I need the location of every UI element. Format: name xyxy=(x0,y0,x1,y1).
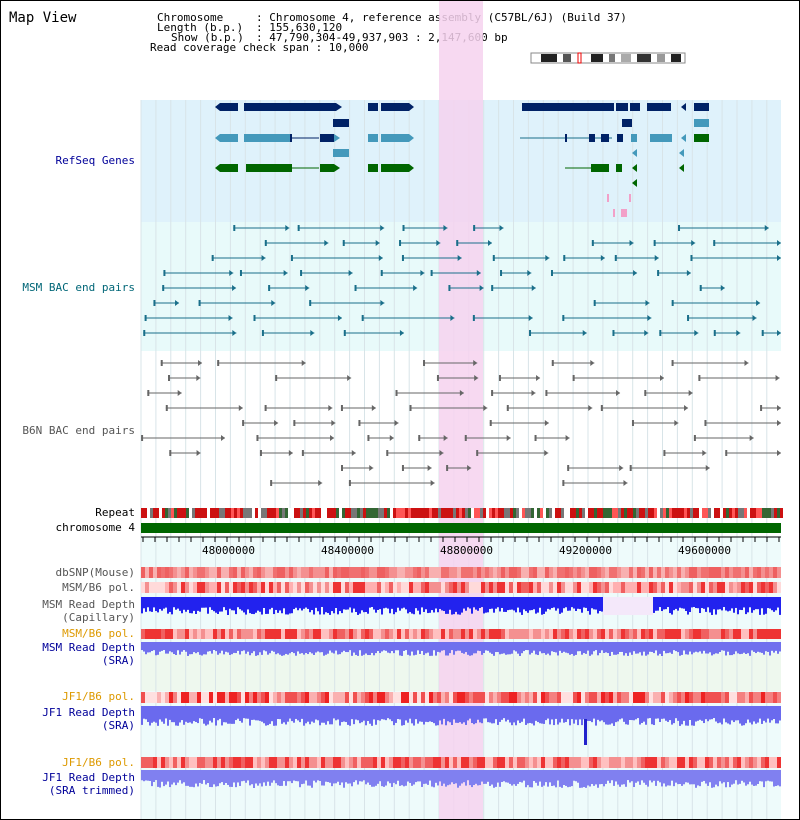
track-label-msm-b6-pol-sra: MSM/B6 pol. xyxy=(62,627,135,640)
track-label-msm-depth-sra-sub: (SRA) xyxy=(101,654,135,667)
track-label-jf1-b6-pol: JF1/B6 pol. xyxy=(62,690,135,703)
axis-tick-label: 49600000 xyxy=(678,544,731,557)
axis-tick-label: 48800000 xyxy=(440,544,493,557)
read-depth-plots[interactable] xyxy=(141,597,781,788)
track-label-jf1-b6-pol-trim: JF1/B6 pol. xyxy=(62,756,135,769)
track-label-b6n-bac: B6N BAC end pairs xyxy=(22,424,135,437)
page-title: Map View xyxy=(9,10,77,26)
track-label-dbsnp: dbSNP(Mouse) xyxy=(55,566,135,579)
track-label-msm-depth-cap-sub: (Capillary) xyxy=(62,611,135,624)
length-value: : 155,630,120 xyxy=(256,21,343,34)
track-label-repeat: Repeat xyxy=(95,506,135,519)
b6n-bac-end-pairs[interactable] xyxy=(141,360,781,486)
axis-tick-label: 48000000 xyxy=(202,544,255,557)
repeat-track[interactable] xyxy=(141,508,783,518)
chromosome-label: Chromosome xyxy=(157,11,224,24)
show-label: Show (b.p.) xyxy=(171,31,244,44)
track-label-msm-bac: MSM BAC end pairs xyxy=(22,281,135,294)
axis-tick-label: 48400000 xyxy=(321,544,374,557)
track-label-msm-depth-sra: MSM Read Depth xyxy=(42,641,135,654)
track-label-jf1-depth-sra: JF1 Read Depth xyxy=(42,706,135,719)
msm-bac-end-pairs[interactable] xyxy=(143,225,781,336)
axis-tick-label: 49200000 xyxy=(559,544,612,557)
track-label-jf1-depth-trim-sub: (SRA trimmed) xyxy=(48,784,135,797)
selection-highlight xyxy=(439,1,483,819)
track-label-jf1-depth-sra-sub: (SRA) xyxy=(101,719,135,732)
track-label-msm-b6-pol: MSM/B6 pol. xyxy=(62,581,135,594)
track-label-chromosome: chromosome 4 xyxy=(55,521,135,534)
position-axis xyxy=(141,536,781,542)
refseq-genes[interactable] xyxy=(215,103,709,217)
length-label: Length (b.p.) xyxy=(157,21,244,34)
track-label-jf1-depth-trim: JF1 Read Depth xyxy=(42,771,135,784)
track-label-refseq: RefSeq Genes xyxy=(55,154,135,167)
track-label-msm-depth-cap: MSM Read Depth xyxy=(42,598,135,611)
coverage-span: Read coverage check span : 10,000 xyxy=(150,41,369,54)
chromosome-ideogram[interactable] xyxy=(530,52,686,64)
polymorphism-heat-strips[interactable] xyxy=(141,567,781,768)
chromosome-bar xyxy=(141,523,781,533)
